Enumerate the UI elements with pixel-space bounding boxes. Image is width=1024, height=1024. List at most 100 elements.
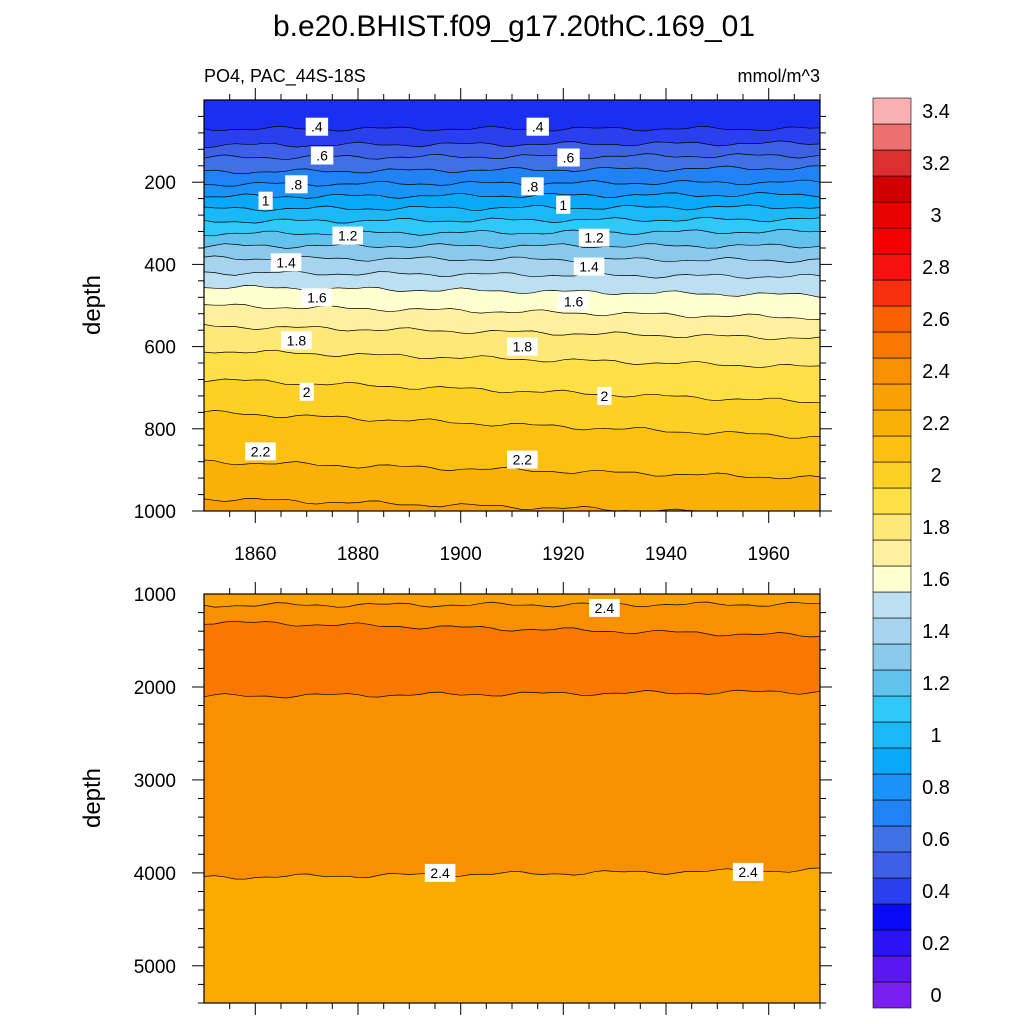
colorbar-label: 1.8 (922, 517, 950, 539)
y-tick-label: 1000 (134, 502, 176, 523)
colorbar-swatch (872, 331, 912, 359)
contour-label: 1.4 (270, 253, 302, 272)
colorbar-swatch (872, 149, 912, 177)
contour-line (203, 229, 821, 237)
colorbar-label: 0.2 (922, 933, 950, 955)
contour-label: 2.4 (589, 598, 620, 617)
colorbar-label: 1.4 (922, 621, 950, 643)
contour-label: 2 (597, 386, 612, 405)
contour-label-bg (578, 228, 610, 247)
colorbar-swatch (872, 175, 912, 203)
contour-line (203, 410, 821, 439)
colorbar-swatch (872, 409, 912, 437)
x-tick-label: 1960 (748, 544, 790, 565)
contour-label-bg (310, 146, 334, 165)
y-tick-label: 1000 (134, 585, 176, 606)
upper-contour-labels: .4 .4 .6 .6 .8 .8 1 1 1.2 1.2 1.4 1.4 1.6 1.6 1.8 1.8 2 2… (245, 117, 612, 469)
colorbar-label: 0 (930, 985, 941, 1007)
colorbar-swatch (872, 851, 912, 879)
colorbar-swatch (872, 877, 912, 905)
contour-label-text: 2.4 (430, 865, 450, 881)
x-tick-label: 1920 (542, 544, 584, 565)
y-tick-label: 2000 (134, 678, 176, 699)
contour-label-bg (526, 117, 549, 136)
x-tick-label: 1860 (234, 544, 276, 565)
contour-label-text: .6 (563, 150, 575, 166)
colorbar-swatch (872, 383, 912, 411)
contour-label-text: .6 (316, 148, 328, 164)
contour-label-text: .4 (532, 119, 544, 135)
contour-label-text: .4 (311, 119, 323, 135)
contour-label-bg (556, 195, 571, 214)
contour-label-text: 1.6 (564, 293, 584, 309)
contour-label-text: 2 (303, 384, 311, 400)
contour-line (203, 165, 821, 175)
contour-line (203, 324, 821, 341)
colorbar-swatch (872, 513, 912, 541)
colorbar-label: 0.8 (922, 777, 950, 799)
contour-line (203, 270, 821, 279)
y-tick-label: 3000 (134, 771, 176, 792)
colorbar-swatch (872, 773, 912, 801)
contour-label: 1.8 (507, 337, 538, 356)
colorbar-label: 3 (930, 205, 941, 227)
contour-label: 2.4 (424, 863, 456, 882)
colorbar-swatch (872, 97, 912, 125)
contour-label-text: 2.4 (738, 864, 758, 880)
colorbar-swatch (872, 279, 912, 307)
contour-label-bg (589, 598, 620, 617)
colorbar-swatch (872, 201, 912, 229)
colorbar-label: 2.2 (922, 413, 950, 435)
contour-label-text: .8 (291, 176, 303, 192)
colorbar-swatch (872, 747, 912, 775)
contour-line (203, 243, 821, 249)
contour-label-bg (424, 863, 456, 882)
contour-line (203, 216, 821, 224)
contour-label-bg (299, 382, 314, 401)
colorbar-swatch (872, 539, 912, 567)
contour-label: 1.4 (573, 257, 605, 276)
contour-label: .4 (526, 117, 549, 136)
contour-label-bg (258, 191, 273, 210)
contour-line (203, 204, 821, 212)
contour-line (203, 140, 821, 148)
contour-label-text: 2 (601, 388, 609, 404)
colorbar-swatch (872, 487, 912, 515)
y-tick-label: 200 (144, 173, 176, 194)
lower-ylabel: depth (79, 768, 106, 828)
upper-panel: .4.4.6.6.8.81 11.2 1.21.4 1.41.6 1.61.8 1.82 2… (79, 88, 832, 565)
colorbar-label: 3.4 (922, 101, 950, 123)
upper-ylabel: depth (79, 275, 106, 335)
colorbar-swatch (872, 799, 912, 827)
contour-label: 1.8 (281, 331, 312, 350)
contour-label-text: 2.2 (513, 452, 533, 468)
contour-line (203, 153, 821, 161)
contour-band (203, 867, 821, 1004)
contour-label-bg (281, 331, 312, 350)
lower-contour-lines (203, 601, 821, 880)
contour-label-text: 1.2 (338, 228, 358, 244)
colorbar-swatch (872, 591, 912, 619)
contour-label-text: .8 (527, 178, 539, 194)
colorbar-label: 1.2 (922, 673, 950, 695)
contour-label-bg (507, 450, 538, 469)
contour-label: 1.6 (558, 292, 589, 311)
colorbar-swatch (872, 357, 912, 385)
contour-label-text: 2.4 (595, 600, 615, 616)
colorbar-label: 2.4 (922, 361, 950, 383)
contour-line (203, 689, 821, 699)
colorbar-swatch (872, 123, 912, 151)
colorbar-swatch (872, 721, 912, 749)
upper-fills (203, 99, 821, 512)
left-subtitle: PO4, PAC_44S-18S (204, 66, 366, 87)
colorbar-swatch (872, 461, 912, 489)
contour-label-bg (558, 292, 589, 311)
contour-band (203, 689, 821, 880)
contour-label: .8 (285, 175, 308, 194)
colorbar-label: 2.6 (922, 309, 950, 331)
colorbar-swatch (872, 669, 912, 697)
lower-axes: 1000 2000 3000 4000 5000 (134, 582, 832, 1015)
contour-label: 1.2 (332, 226, 363, 245)
colorbar-label: 0.6 (922, 829, 950, 851)
